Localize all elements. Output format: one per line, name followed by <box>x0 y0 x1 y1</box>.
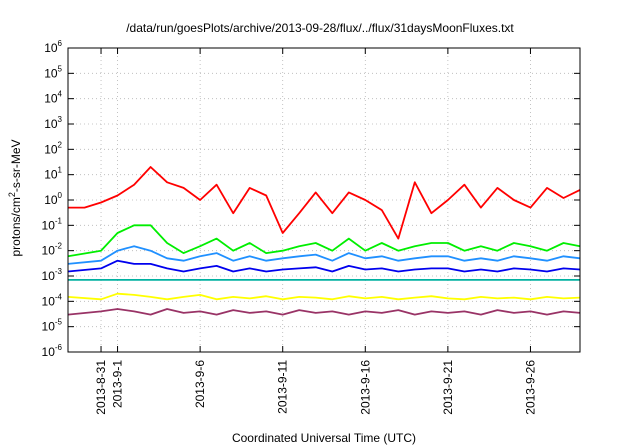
x-tick-label: 2013-9-21 <box>441 360 455 415</box>
x-tick-label: 2013-9-6 <box>193 360 207 408</box>
y-axis-title-sup: 2 <box>7 192 17 197</box>
x-tick-label: 2013-9-11 <box>276 360 290 414</box>
y-tick-base: 10 <box>44 92 58 106</box>
y-tick-exponent: -3 <box>55 267 63 276</box>
y-tick-label: 10-4 <box>42 292 63 308</box>
y-tick-labels: 10-610-510-410-310-210-11001011021031041… <box>42 39 63 359</box>
y-tick-exponent: -1 <box>55 216 63 225</box>
series-line-1 <box>68 166 581 240</box>
y-tick-exponent: 1 <box>58 166 63 175</box>
series-line-6 <box>67 292 581 301</box>
y-tick-base: 10 <box>42 218 56 232</box>
x-tick-label: 2013-9-26 <box>523 360 537 415</box>
y-tick-base: 10 <box>42 269 56 283</box>
y-tick-exponent: -6 <box>55 343 63 352</box>
y-tick-label: 102 <box>44 140 62 156</box>
y-tick-base: 10 <box>44 168 58 182</box>
y-tick-base: 10 <box>44 142 58 156</box>
series-line-2 <box>67 224 581 258</box>
y-tick-label: 103 <box>44 115 62 131</box>
y-tick-base: 10 <box>42 345 56 359</box>
y-tick-exponent: 6 <box>58 39 63 48</box>
y-tick-label: 106 <box>44 39 62 55</box>
y-tick-label: 105 <box>44 64 62 80</box>
x-tick-label: 2013-8-31 <box>94 360 108 415</box>
series-layer <box>67 166 581 316</box>
x-axis-title: Coordinated Universal Time (UTC) <box>232 431 416 445</box>
y-tick-exponent: -5 <box>55 318 63 327</box>
y-tick-exponent: 3 <box>58 115 63 124</box>
y-axis-title: protons/cm2-s-sr-MeV <box>7 139 23 256</box>
y-tick-exponent: 4 <box>58 90 63 99</box>
y-tick-label: 10-5 <box>42 318 63 334</box>
y-tick-base: 10 <box>42 320 56 334</box>
series-line-3 <box>67 245 581 265</box>
y-tick-exponent: 2 <box>58 140 63 149</box>
y-tick-base: 10 <box>44 193 58 207</box>
y-tick-label: 10-1 <box>42 216 63 232</box>
y-tick-exponent: -2 <box>55 242 63 251</box>
series-line-7 <box>67 308 581 316</box>
y-tick-exponent: 0 <box>58 191 63 200</box>
y-tick-label: 104 <box>44 90 62 106</box>
y-tick-label: 101 <box>44 166 62 182</box>
x-tick-label: 2013-9-1 <box>111 360 125 408</box>
grid-lines <box>68 48 580 352</box>
y-tick-label: 100 <box>44 191 62 207</box>
y-tick-base: 10 <box>44 41 58 55</box>
y-tick-label: 10-2 <box>42 242 63 258</box>
y-axis-title-prefix: protons/cm <box>9 197 23 256</box>
y-tick-label: 10-3 <box>42 267 63 283</box>
series-line-4 <box>67 259 581 273</box>
y-tick-base: 10 <box>42 244 56 258</box>
y-tick-base: 10 <box>44 117 58 131</box>
x-tick-label: 2013-9-16 <box>358 360 372 415</box>
x-tick-labels: 2013-8-31 2013-9-1 2013-9-6 2013-9-11 2013-9… <box>94 360 537 415</box>
tick-marks <box>68 47 580 353</box>
y-tick-base: 10 <box>42 294 56 308</box>
y-tick-label: 10-6 <box>42 343 63 359</box>
y-tick-exponent: 5 <box>58 64 63 73</box>
y-tick-base: 10 <box>44 66 58 80</box>
chart-title: /data/run/goesPlots/archive/2013-09-28/f… <box>126 21 514 35</box>
y-tick-exponent: -4 <box>55 292 63 301</box>
y-axis-title-suffix: -s-sr-MeV <box>9 139 23 192</box>
